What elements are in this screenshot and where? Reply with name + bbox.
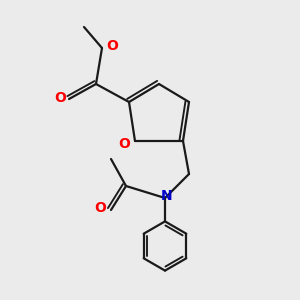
- Text: N: N: [161, 190, 172, 203]
- Text: O: O: [94, 202, 106, 215]
- Text: O: O: [54, 91, 66, 104]
- Text: O: O: [118, 137, 130, 151]
- Text: O: O: [106, 40, 119, 53]
